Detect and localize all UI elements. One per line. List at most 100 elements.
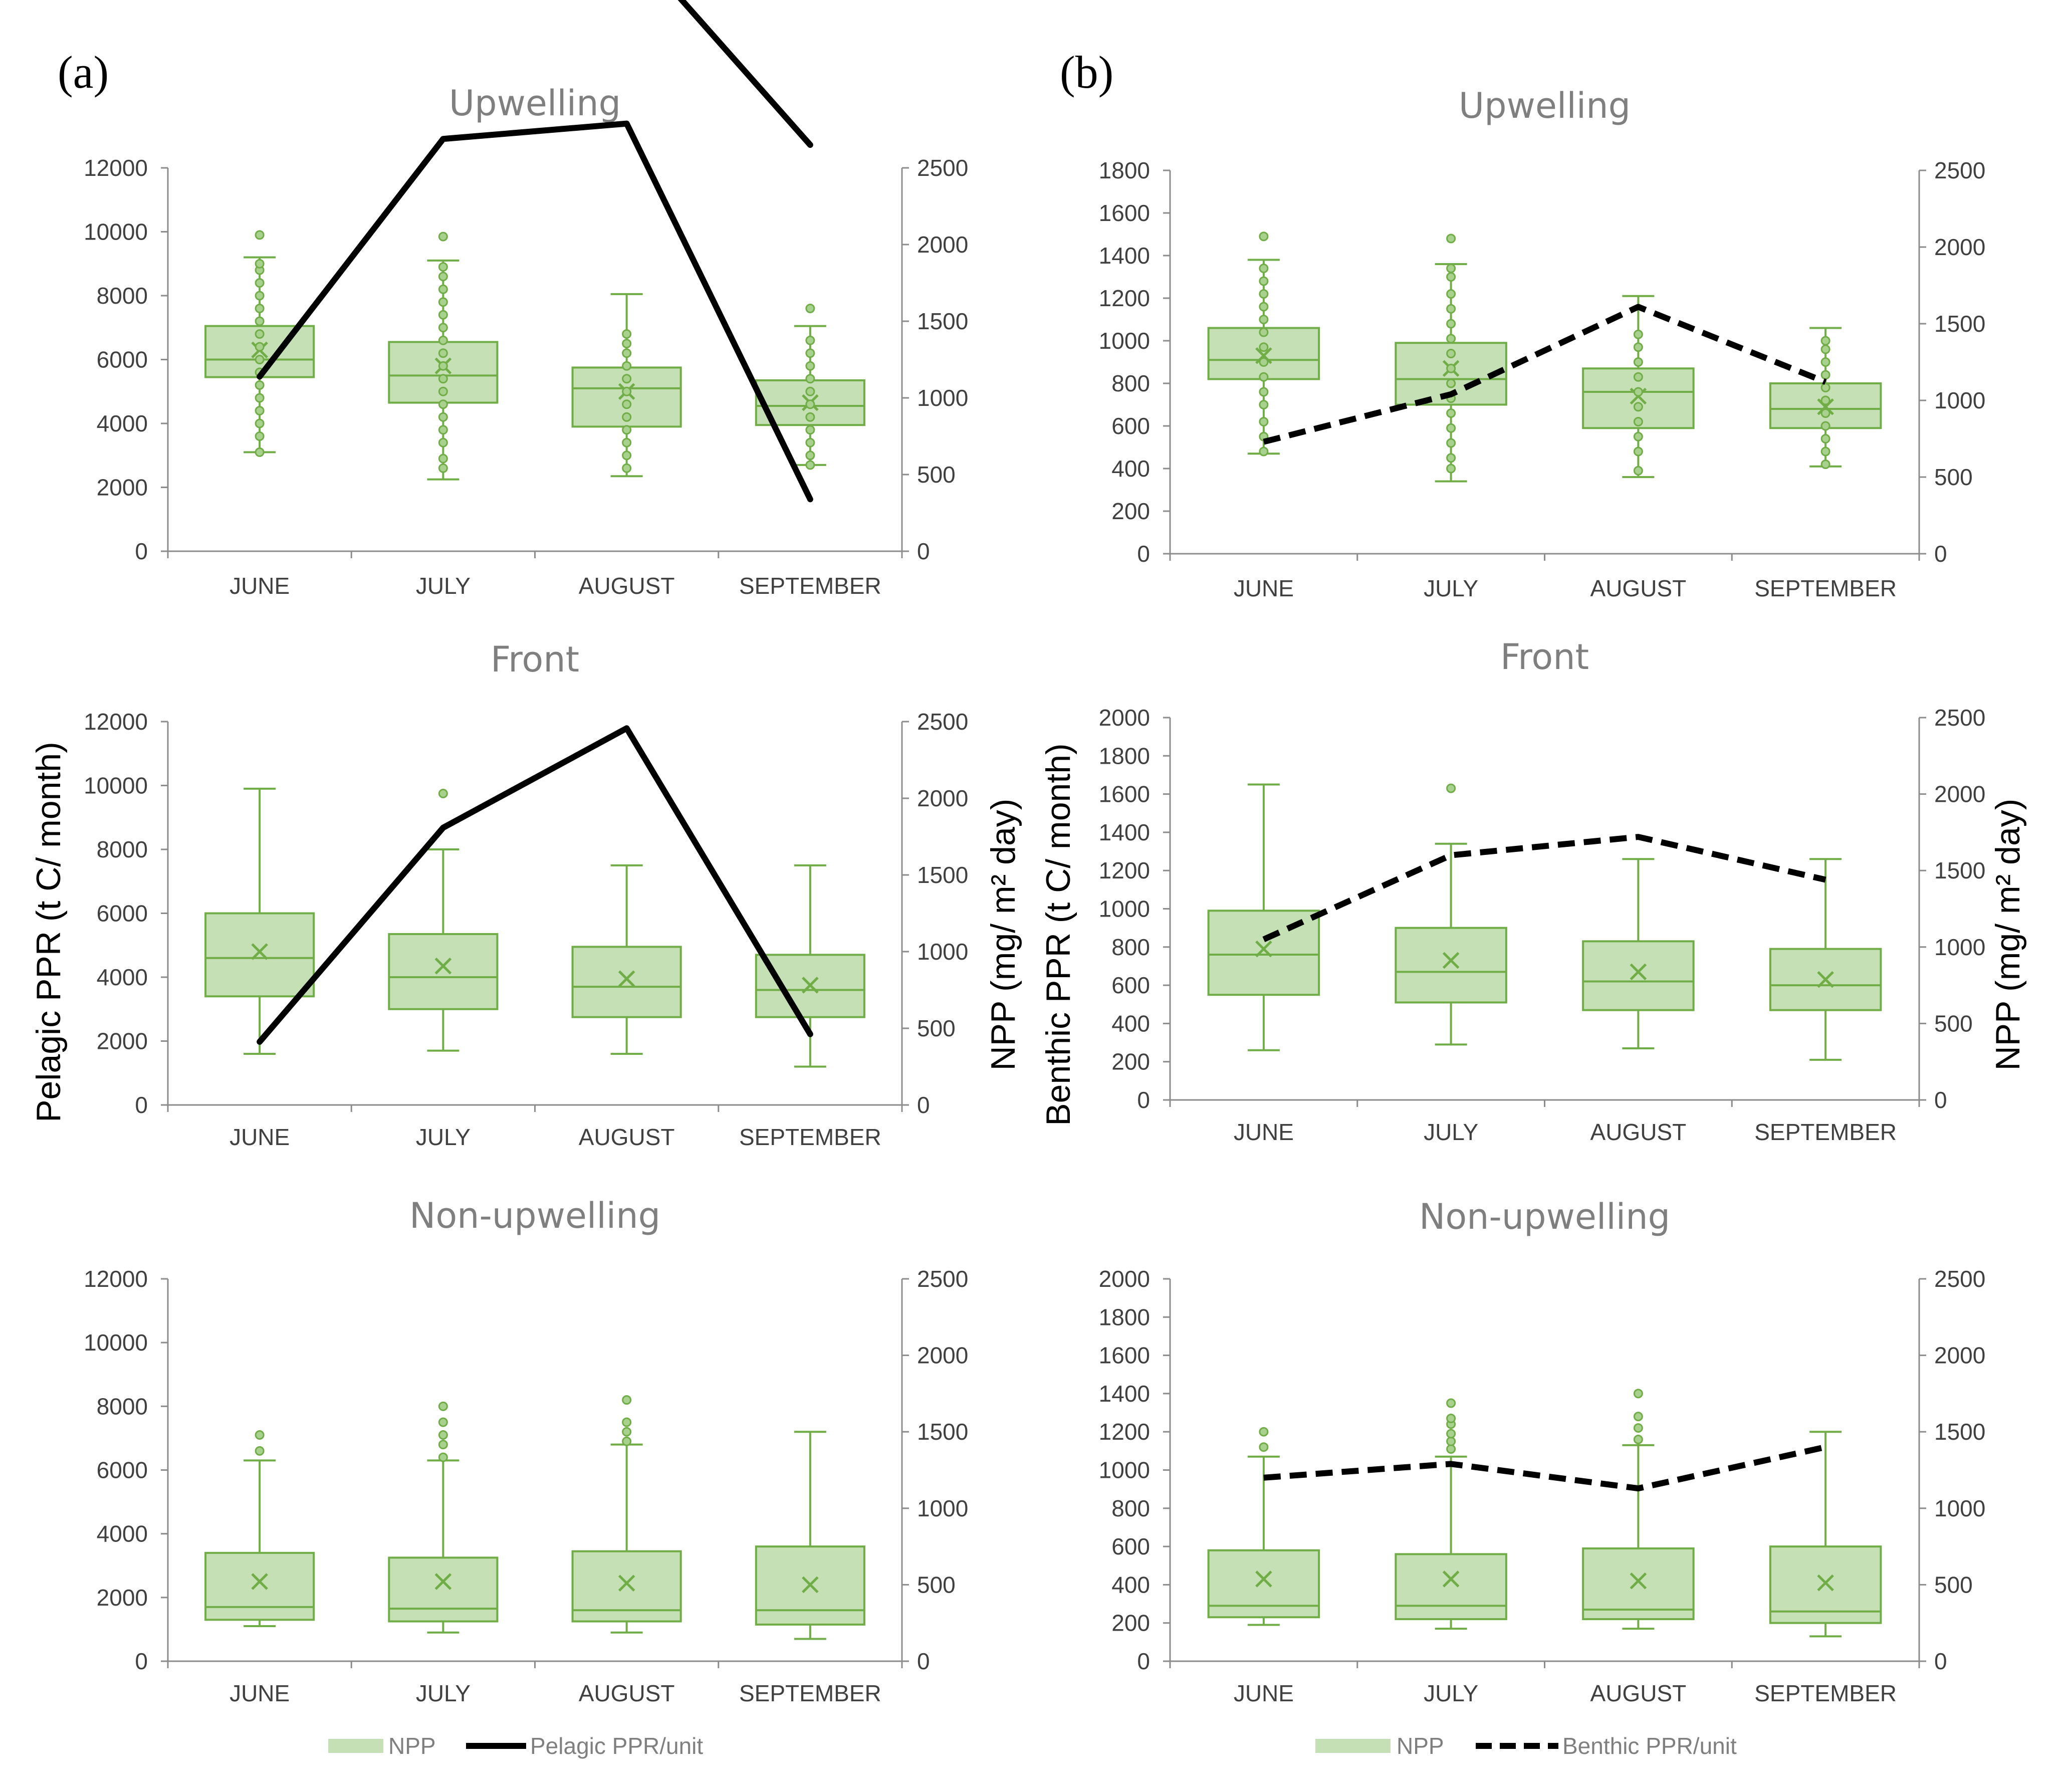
data-point [1633,357,1643,367]
iqr-box [388,1556,499,1623]
left-tick-label: 1200 [1099,285,1150,311]
iqr-box [1395,1553,1507,1621]
box-august [1582,1389,1695,1630]
right-tick-label: 2500 [917,709,968,735]
left-tick-label: 0 [135,538,148,564]
data-point [622,386,632,396]
ppr-line [677,0,813,148]
data-point [438,335,448,345]
data-point [1820,421,1830,431]
legend-a: NPP Pelagic PPR/unit [328,1733,703,1759]
data-point [1446,408,1456,418]
box-june [204,787,315,1055]
mean-marker [1255,940,1272,958]
box-august [1582,295,1695,478]
right-tick-label: 1500 [1934,311,1985,337]
category-label: JULY [1424,1680,1478,1706]
left-tick-label: 1800 [1099,1304,1150,1330]
legend-a-box-label: NPP [388,1733,436,1759]
iqr-box [571,946,682,1018]
mean-marker [618,1575,635,1592]
data-point [1446,453,1456,463]
iqr-box [755,1545,865,1626]
data-point [1259,289,1269,299]
data-point [1446,264,1456,273]
data-point [1446,1429,1456,1439]
left-tick-label: 12000 [84,709,148,735]
right-tick-label: 500 [1934,1572,1973,1598]
data-point [1446,349,1456,358]
data-point [1820,446,1830,457]
box-august [571,1395,682,1634]
chart-title: Upwelling [1459,85,1631,126]
right-tick-label: 0 [917,1648,930,1674]
left-tick-label: 2000 [97,1028,148,1054]
right-tick-label: 1000 [917,1495,968,1521]
data-point [1820,434,1830,443]
left-tick-label: 4000 [97,410,148,436]
data-point [438,310,448,320]
category-label: JULY [1424,575,1478,601]
left-tick-label: 10000 [84,773,148,799]
left-tick-label: 1800 [1099,743,1150,769]
right-tick-label: 2000 [917,232,968,258]
panel-label-b: (b) [1060,47,1113,98]
box-august [571,864,682,1055]
left-tick-label: 10000 [84,219,148,245]
data-point [622,1436,632,1446]
left-tick-label: 6000 [97,901,148,927]
data-point [1446,783,1456,793]
data-point [438,272,448,282]
data-point [1446,334,1456,344]
data-point [805,451,815,461]
right-tick-label: 1500 [917,308,968,334]
left-tick-label: 1000 [1099,328,1150,354]
iqr-box [1395,927,1507,1004]
left-tick-label: 1200 [1099,857,1150,883]
mean-marker [1630,963,1647,981]
data-point [1446,438,1456,448]
left-tick-label: 400 [1111,1572,1150,1598]
left-tick-label: 400 [1111,456,1150,482]
box-september [755,304,865,470]
iqr-box [204,912,315,998]
left-tick-label: 0 [1137,541,1150,567]
data-point [1446,423,1456,433]
data-point [255,406,265,415]
category-label: SEPTEMBER [739,1680,881,1706]
y-axis-label-a-left: Pelagic PPR (t C/ month) [30,742,68,1123]
data-point [255,278,265,288]
category-label: SEPTEMBER [739,1124,881,1150]
category-label: AUGUST [579,1124,675,1150]
legend-a-box-swatch [328,1739,383,1753]
right-tick-label: 2500 [917,155,968,181]
left-tick-label: 800 [1111,370,1150,396]
box-september [755,864,865,1068]
left-tick-label: 12000 [84,155,148,181]
category-label: JUNE [230,1680,290,1706]
right-tick-label: 2000 [1934,234,1985,260]
data-point [438,1401,448,1411]
left-tick-label: 12000 [84,1266,148,1292]
data-point [438,788,448,798]
category-label: JULY [416,1124,471,1150]
left-tick-label: 8000 [97,836,148,862]
data-point [622,339,632,349]
right-tick-label: 2500 [1934,157,1985,183]
right-tick-label: 2000 [917,785,968,811]
left-tick-label: 800 [1111,934,1150,960]
category-label: SEPTEMBER [739,573,881,599]
data-point [1259,357,1269,367]
right-tick-label: 500 [1934,464,1973,490]
left-tick-label: 2000 [1099,705,1150,731]
data-point [1446,464,1456,474]
data-point [1446,1444,1456,1454]
data-point [1820,460,1830,469]
category-label: JUNE [230,1124,290,1150]
category-label: JULY [416,573,471,599]
data-point [1633,446,1643,457]
box-september [1769,327,1882,469]
data-point [255,393,265,403]
data-point [438,1417,448,1427]
chart-title: Non-upwelling [1419,1196,1670,1237]
